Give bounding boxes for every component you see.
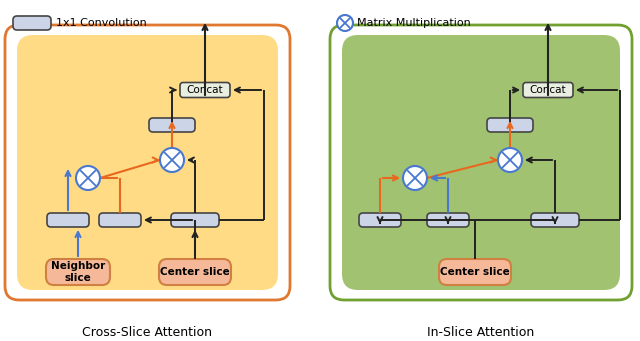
FancyBboxPatch shape <box>531 213 579 227</box>
FancyBboxPatch shape <box>5 25 290 300</box>
FancyBboxPatch shape <box>427 213 469 227</box>
FancyBboxPatch shape <box>99 213 141 227</box>
Text: Concat: Concat <box>187 85 223 95</box>
FancyBboxPatch shape <box>487 118 533 132</box>
Text: Concat: Concat <box>530 85 566 95</box>
FancyBboxPatch shape <box>342 35 620 290</box>
Text: Cross-Slice Attention: Cross-Slice Attention <box>83 326 212 340</box>
FancyBboxPatch shape <box>523 83 573 98</box>
FancyBboxPatch shape <box>17 35 278 290</box>
FancyBboxPatch shape <box>171 213 219 227</box>
FancyBboxPatch shape <box>159 259 231 285</box>
Text: Neighbor
slice: Neighbor slice <box>51 261 105 283</box>
FancyBboxPatch shape <box>149 118 195 132</box>
Circle shape <box>76 166 100 190</box>
Circle shape <box>160 148 184 172</box>
FancyBboxPatch shape <box>13 16 51 30</box>
Text: Center slice: Center slice <box>160 267 230 277</box>
Text: In-Slice Attention: In-Slice Attention <box>428 326 534 340</box>
Text: Center slice: Center slice <box>440 267 510 277</box>
Text: 1x1 Convolution: 1x1 Convolution <box>56 18 147 28</box>
FancyBboxPatch shape <box>46 259 110 285</box>
Text: Matrix Multiplication: Matrix Multiplication <box>357 18 471 28</box>
FancyBboxPatch shape <box>359 213 401 227</box>
FancyBboxPatch shape <box>180 83 230 98</box>
FancyBboxPatch shape <box>47 213 89 227</box>
Circle shape <box>498 148 522 172</box>
Circle shape <box>403 166 427 190</box>
FancyBboxPatch shape <box>439 259 511 285</box>
FancyBboxPatch shape <box>330 25 632 300</box>
Circle shape <box>337 15 353 31</box>
